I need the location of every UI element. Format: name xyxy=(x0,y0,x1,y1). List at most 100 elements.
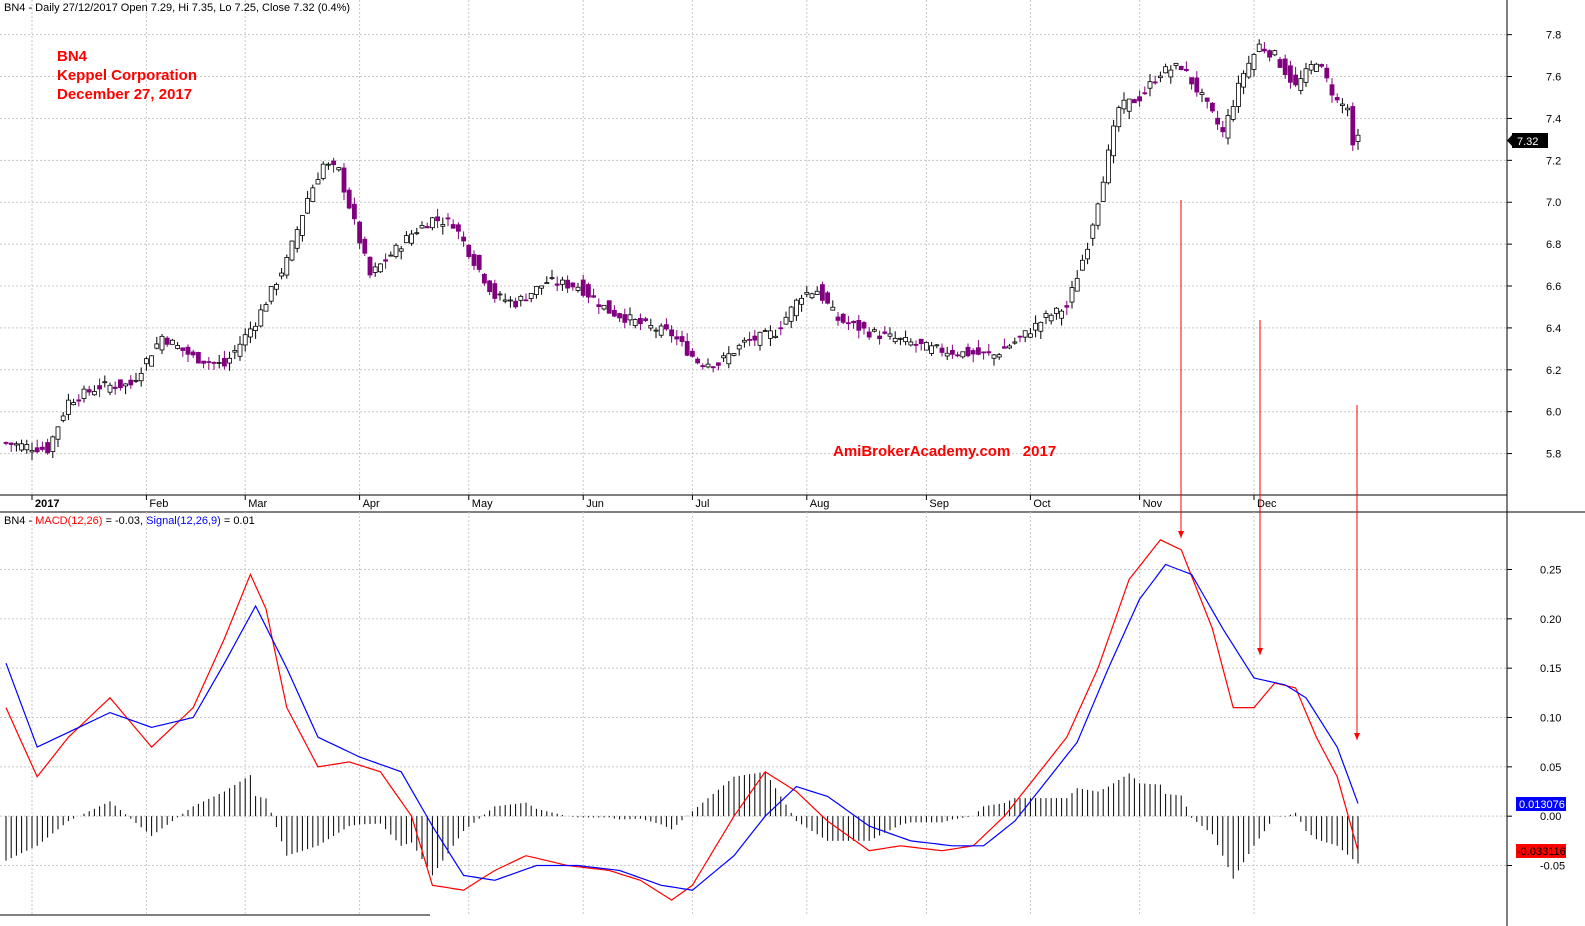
candle-body xyxy=(331,160,337,166)
candle-body xyxy=(1142,92,1148,95)
candle-body xyxy=(76,399,82,402)
candle-body xyxy=(929,345,934,354)
candle xyxy=(710,365,716,373)
candle xyxy=(944,346,950,361)
candle-body xyxy=(102,381,108,384)
candle-body xyxy=(367,256,373,276)
candle xyxy=(690,348,695,358)
candle xyxy=(118,379,123,391)
candle-body xyxy=(684,341,690,356)
candle xyxy=(429,216,435,231)
candle xyxy=(747,331,752,347)
annotation-company: Keppel Corporation xyxy=(57,67,197,84)
candle xyxy=(383,253,389,269)
candle xyxy=(903,330,908,346)
candle xyxy=(3,441,9,446)
x-tick-label: Sep xyxy=(929,498,949,510)
candle xyxy=(86,385,92,396)
candle xyxy=(1152,75,1158,85)
candle-body xyxy=(1059,310,1064,319)
candle xyxy=(299,215,305,242)
candle xyxy=(825,291,830,305)
macd-y-label: 0.25 xyxy=(1540,564,1561,576)
candle xyxy=(8,442,14,452)
candle xyxy=(757,331,763,351)
candle-body xyxy=(1033,322,1038,331)
candle xyxy=(773,329,778,339)
candle-body xyxy=(825,292,830,304)
arrow-head xyxy=(1257,648,1263,655)
candle-body xyxy=(1194,77,1200,93)
macd-histogram xyxy=(5,771,1359,879)
candle-body xyxy=(1048,314,1054,322)
candle-body xyxy=(1303,68,1309,83)
candle-body xyxy=(809,293,815,299)
candle-body xyxy=(622,314,628,323)
candle-body xyxy=(164,337,170,345)
candle-body xyxy=(1085,248,1090,260)
axes: 2017 Feb Mar Apr May Jun Jul Aug Sep Oct Nov Dec 5.8… xyxy=(31,30,1565,873)
candle xyxy=(1288,60,1293,89)
candle-body xyxy=(71,402,76,406)
candle xyxy=(539,285,544,295)
candle xyxy=(898,337,903,346)
candle-body xyxy=(955,354,960,357)
candle xyxy=(1293,66,1298,87)
candle-body xyxy=(996,354,1002,358)
candle-body xyxy=(253,325,259,331)
candle xyxy=(575,282,581,293)
candle xyxy=(554,276,560,292)
candle xyxy=(175,342,181,350)
candle-body xyxy=(123,383,128,387)
candle-body xyxy=(653,329,659,332)
candle-body xyxy=(570,282,576,288)
candle-body xyxy=(690,350,695,357)
candle-body xyxy=(513,300,518,308)
candle-body xyxy=(305,198,311,214)
candle xyxy=(362,236,368,257)
candle xyxy=(601,304,607,311)
candle xyxy=(419,221,425,229)
annotation-ticker: BN4 xyxy=(57,48,88,65)
candle xyxy=(1069,280,1075,309)
candle xyxy=(788,305,794,329)
candle xyxy=(128,375,134,389)
candle xyxy=(1012,337,1018,345)
candle-body xyxy=(539,285,544,289)
candle xyxy=(528,292,534,303)
x-tick-label: Aug xyxy=(810,498,830,510)
candle xyxy=(768,325,773,347)
candle-body xyxy=(986,351,992,354)
candle xyxy=(372,262,378,277)
candle-body xyxy=(440,224,446,227)
candle-body xyxy=(1340,103,1345,106)
candle-body xyxy=(1241,72,1246,88)
candle xyxy=(861,320,867,335)
candle-body xyxy=(924,342,929,351)
candle-body xyxy=(913,343,919,346)
candle-body xyxy=(1355,134,1361,142)
candle xyxy=(50,435,56,458)
x-tick-label: Mar xyxy=(248,498,267,510)
candle xyxy=(960,351,966,359)
candle xyxy=(409,229,415,246)
candle-body xyxy=(981,351,986,354)
candle-body xyxy=(575,286,581,291)
candle xyxy=(1178,65,1184,71)
macd-y-label: 0.00 xyxy=(1540,811,1561,823)
candle xyxy=(965,343,971,358)
candle-body xyxy=(669,329,674,337)
candle xyxy=(1230,99,1236,122)
candle-body xyxy=(1199,92,1205,96)
candle-body xyxy=(429,217,435,229)
candle xyxy=(617,312,622,323)
candle xyxy=(695,357,700,365)
price-y-label: 7.6 xyxy=(1546,72,1561,84)
candle-body xyxy=(1100,181,1106,202)
candle-body xyxy=(507,299,513,302)
candle xyxy=(679,330,685,347)
candle xyxy=(700,363,706,370)
x-tick-label: Jul xyxy=(695,498,709,510)
candle xyxy=(1215,110,1220,131)
candle xyxy=(1095,202,1101,230)
